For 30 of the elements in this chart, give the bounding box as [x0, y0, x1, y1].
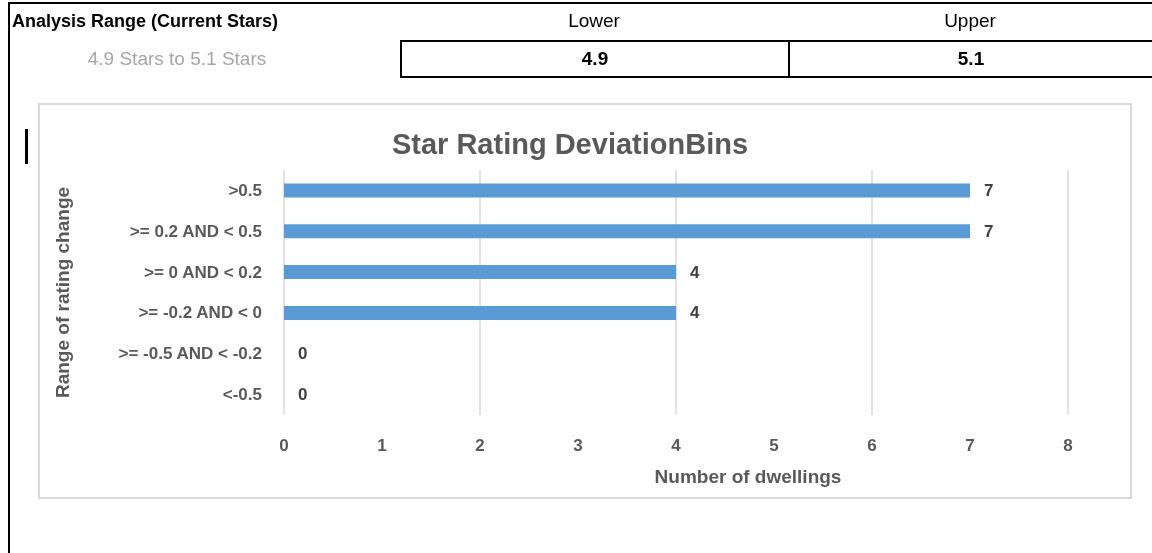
y-tick-label: >0.5 [228, 180, 262, 200]
x-tick-label: 6 [867, 436, 877, 455]
x-tick-label: 5 [769, 436, 779, 455]
text: 5.1 [788, 40, 1152, 78]
text: 4.9 Stars to 5.1 Stars [86, 47, 268, 71]
y-tick-label: <-0.5 [222, 385, 262, 405]
data-label: 7 [984, 180, 994, 200]
y-tick-label: >= 0.2 AND < 0.5 [129, 221, 262, 241]
y-tick-label: >= 0 AND < 0.2 [144, 262, 262, 282]
data-label: 0 [298, 385, 308, 405]
x-tick-label: 8 [1063, 436, 1073, 455]
y-axis-title: Range of rating change [52, 186, 73, 399]
text: Upper [943, 9, 997, 33]
data-label: 4 [690, 303, 700, 323]
x-axis-title: Number of dwellings [654, 466, 842, 487]
x-tick-label: 2 [475, 436, 485, 455]
text: Analysis Range (Current Stars) [12, 9, 280, 33]
data-label: 7 [984, 221, 994, 241]
text: 4.9 [400, 40, 790, 78]
x-tick-label: 7 [965, 436, 975, 455]
data-label: 4 [690, 262, 700, 282]
y-tick-label: >= -0.5 AND < -0.2 [118, 344, 262, 364]
x-tick-label: 4 [671, 436, 682, 455]
x-tick-label: 0 [279, 436, 289, 455]
text: Lower [567, 9, 621, 33]
y-tick-label: >= -0.2 AND < 0 [138, 303, 262, 323]
chart-title: Star Rating DeviationBins [391, 127, 749, 160]
x-tick-label: 3 [573, 436, 583, 455]
x-tick-label: 1 [377, 436, 387, 455]
data-label: 0 [298, 344, 308, 364]
